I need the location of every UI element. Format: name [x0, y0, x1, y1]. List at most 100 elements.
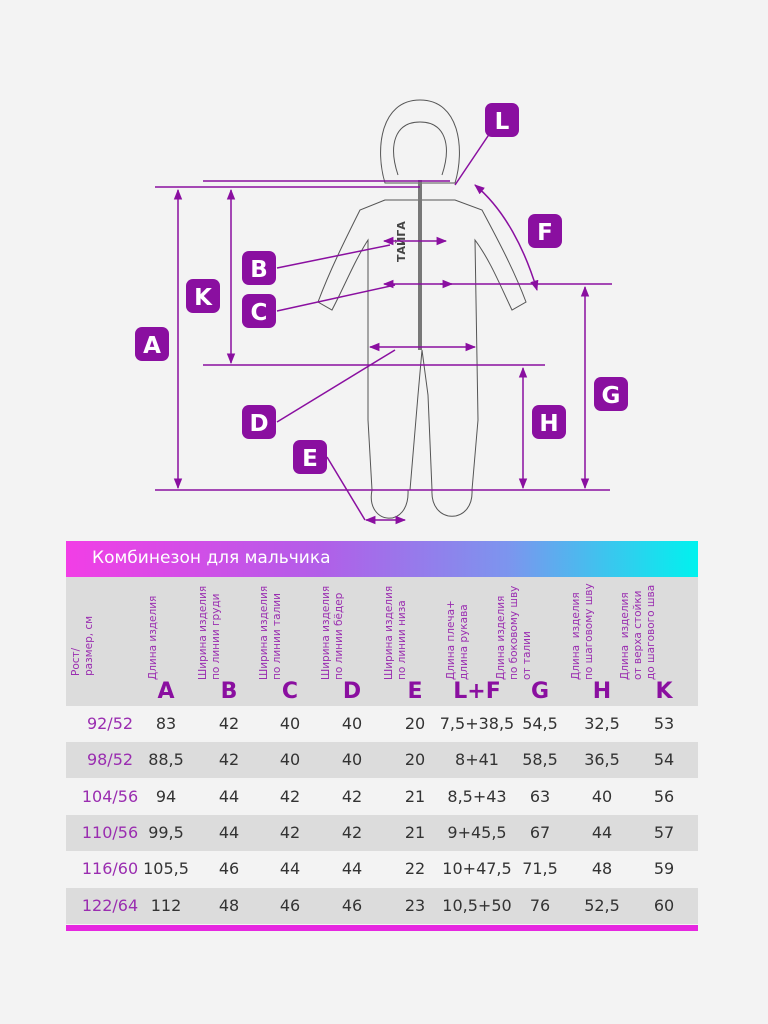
column-header: Длина изделия по шаговому шву: [570, 583, 595, 680]
svg-text:C: C: [251, 300, 268, 326]
value-cell: 44: [218, 822, 240, 842]
value-cell: 8+41: [455, 750, 499, 770]
size-cell: 98/52: [86, 750, 134, 770]
size-cell: 116/60: [81, 859, 139, 879]
column-header: Длина изделия: [147, 595, 159, 680]
svg-text:B: B: [250, 257, 268, 283]
measurement-labels: L F B C K A G H D E: [135, 103, 628, 474]
table-row: 116/60 105,5 46 44 44 22 10+47,5 71,5 48 59: [66, 851, 698, 888]
value-cell: 48: [591, 859, 613, 879]
label-K: K: [186, 279, 220, 313]
value-cell: 46: [341, 895, 363, 915]
label-C: C: [242, 294, 276, 328]
value-cell: 94: [155, 786, 177, 806]
value-cell: 83: [155, 714, 177, 733]
measurement-lines: [155, 132, 612, 525]
label-G: G: [594, 377, 628, 411]
table-row: 104/56 94 44 42 42 21 8,5+43 63 40 56: [66, 778, 698, 815]
value-cell: 63: [529, 786, 551, 806]
value-cell: 52,5: [584, 895, 620, 915]
svg-text:F: F: [537, 220, 553, 246]
value-cell: 42: [341, 822, 363, 842]
column-letter: A: [157, 679, 175, 704]
svg-text:D: D: [249, 411, 268, 437]
table-row: 92/52 83 42 40 40 20 7,5+38,5 54,5 32,5 53: [66, 706, 698, 742]
column-header: Длина плеча+ длина рукава: [445, 600, 470, 680]
svg-text:L: L: [495, 109, 510, 135]
label-D: D: [242, 405, 276, 439]
value-cell: 112: [150, 895, 182, 915]
value-cell: 48: [218, 895, 240, 915]
value-cell: 42: [218, 714, 240, 733]
value-cell: 59: [653, 859, 675, 879]
value-cell: 36,5: [584, 750, 620, 770]
size-cell: 104/56: [81, 786, 139, 806]
jumpsuit-outline: [317, 99, 527, 519]
column-letter: K: [655, 679, 673, 704]
svg-text:G: G: [602, 383, 621, 409]
label-E: E: [293, 440, 327, 474]
value-cell: 40: [279, 714, 301, 733]
column-header: Ширина изделия по линии низа: [383, 585, 408, 680]
value-cell: 40: [341, 714, 363, 733]
value-cell: 22: [404, 859, 426, 879]
value-cell: 40: [279, 750, 301, 770]
label-A: A: [135, 327, 169, 361]
value-cell: 76: [529, 895, 551, 915]
label-H: H: [532, 405, 566, 439]
value-cell: 8,5+43: [447, 786, 507, 806]
value-cell: 44: [591, 822, 613, 842]
label-B: B: [242, 251, 276, 285]
value-cell: 9+45,5: [447, 822, 507, 842]
table-title: Комбинезон для мальчика: [92, 548, 331, 568]
value-cell: 21: [404, 822, 426, 842]
bottom-accent-line: [66, 925, 698, 931]
value-cell: 40: [341, 750, 363, 770]
value-cell: 42: [218, 750, 240, 770]
size-cell: 92/52: [86, 714, 134, 733]
value-cell: 56: [653, 786, 675, 806]
value-cell: 32,5: [584, 714, 620, 733]
value-cell: 88,5: [148, 750, 184, 770]
svg-text:A: A: [143, 333, 161, 359]
svg-text:K: K: [194, 285, 213, 311]
value-cell: 71,5: [522, 859, 558, 879]
label-L: L: [485, 103, 519, 137]
value-cell: 46: [218, 859, 240, 879]
column-letter: H: [592, 679, 612, 704]
value-cell: 44: [218, 786, 240, 806]
column-header: Ширина изделия по линии груди: [197, 585, 222, 680]
column-header: Длина изделия по боковому шву от талии: [495, 585, 533, 680]
value-cell: 57: [653, 822, 675, 842]
label-F: F: [528, 214, 562, 248]
value-cell: 40: [591, 786, 613, 806]
value-cell: 44: [279, 859, 301, 879]
size-cell: 122/64: [81, 895, 139, 915]
column-header: Рост/ размер, см: [70, 615, 95, 676]
column-letter: L+F: [453, 679, 501, 704]
value-cell: 44: [341, 859, 363, 879]
garment-diagram: ТАЙГА L F B C K A G H D E: [135, 99, 628, 525]
value-cell: 7,5+38,5: [439, 714, 515, 733]
table-header: Рост/ размер, см Длина изделия A Ширина изд…: [66, 577, 698, 706]
value-cell: 21: [404, 786, 426, 806]
value-cell: 42: [279, 822, 301, 842]
value-cell: 20: [404, 714, 426, 733]
table-title-band: Комбинезон для мальчика: [66, 541, 698, 577]
size-cell: 110/56: [81, 822, 139, 842]
column-header: Ширина изделия по линии талии: [258, 585, 283, 680]
column-letter: C: [281, 679, 299, 704]
table-row: 98/52 88,5 42 40 40 20 8+41 58,5 36,5 54: [66, 742, 698, 779]
value-cell: 99,5: [148, 822, 184, 842]
value-cell: 10,5+50: [442, 895, 512, 915]
column-letter: E: [407, 679, 423, 704]
svg-text:H: H: [539, 411, 558, 437]
table-row: 122/64 112 48 46 46 23 10,5+50 76 52,5 60: [66, 887, 698, 924]
svg-text:E: E: [302, 446, 318, 472]
value-cell: 23: [404, 895, 426, 915]
value-cell: 60: [653, 895, 675, 915]
value-cell: 54: [653, 750, 675, 770]
column-header: Длина изделия от верха стойки до шаговог…: [619, 584, 657, 680]
value-cell: 42: [341, 786, 363, 806]
